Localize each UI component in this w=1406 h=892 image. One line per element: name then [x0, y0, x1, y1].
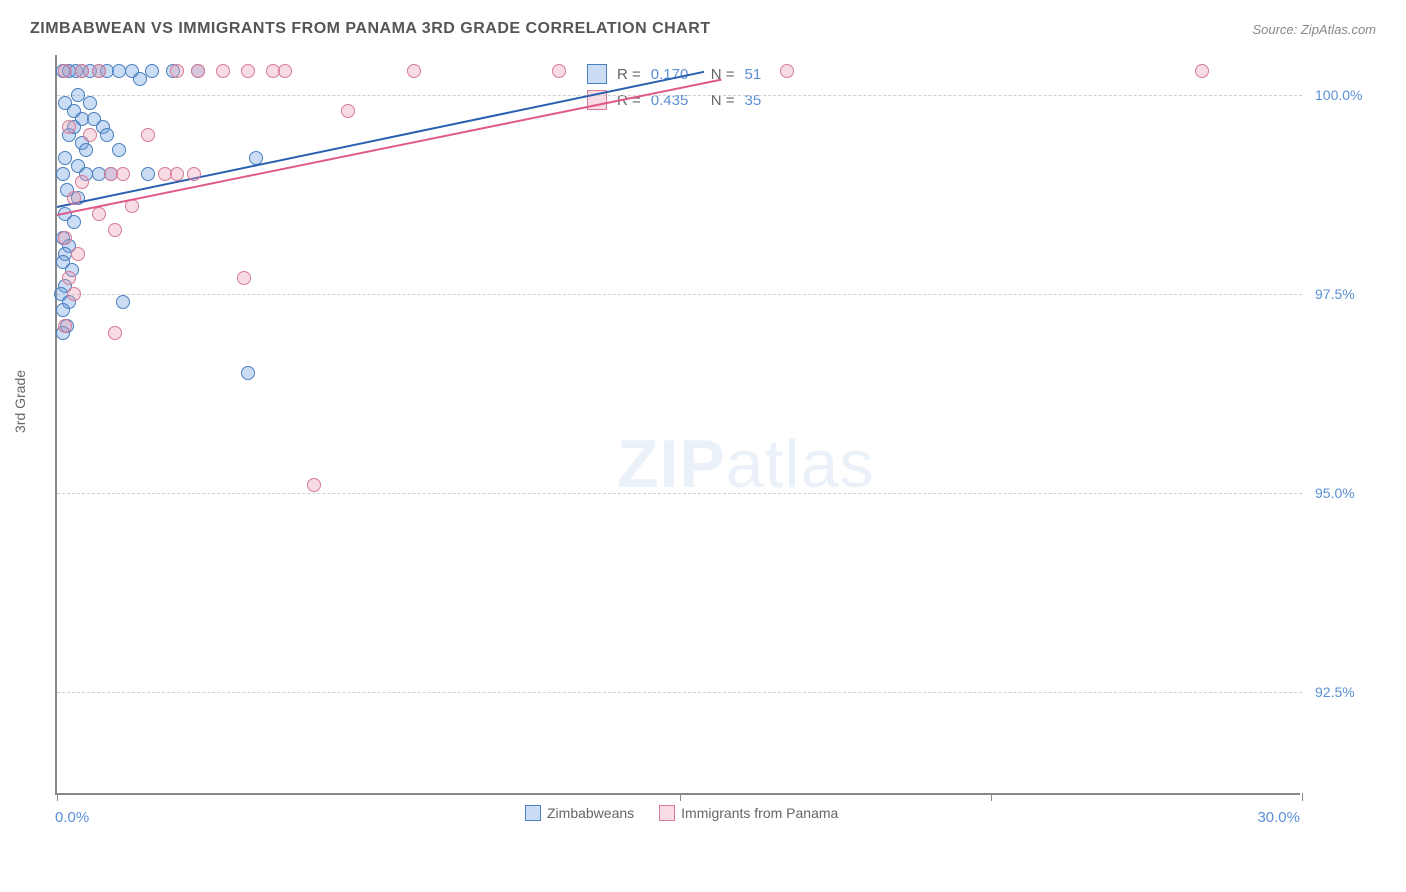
- scatter-point: [62, 120, 76, 134]
- scatter-point: [75, 175, 89, 189]
- chart-title: ZIMBABWEAN VS IMMIGRANTS FROM PANAMA 3RD…: [30, 20, 711, 38]
- scatter-point: [116, 167, 130, 181]
- scatter-point: [75, 64, 89, 78]
- chart-container: 3rd Grade ZIPatlas R =0.170N =51R =0.435…: [55, 55, 1375, 795]
- y-tick-label: 95.0%: [1315, 485, 1355, 501]
- scatter-point: [187, 167, 201, 181]
- scatter-point: [170, 64, 184, 78]
- x-tick: [1302, 793, 1303, 801]
- scatter-point: [341, 104, 355, 118]
- scatter-point: [1195, 64, 1209, 78]
- y-axis-title: 3rd Grade: [12, 370, 28, 433]
- scatter-point: [71, 247, 85, 261]
- scatter-point: [108, 223, 122, 237]
- scatter-point: [552, 64, 566, 78]
- y-tick-label: 100.0%: [1315, 87, 1362, 103]
- y-tick-label: 97.5%: [1315, 286, 1355, 302]
- trend-line: [57, 71, 705, 208]
- y-tick-label: 92.5%: [1315, 684, 1355, 700]
- scatter-point: [58, 231, 72, 245]
- x-min-label: 0.0%: [55, 809, 89, 826]
- scatter-point: [145, 64, 159, 78]
- scatter-point: [133, 72, 147, 86]
- scatter-point: [100, 128, 114, 142]
- gridline: [57, 692, 1302, 693]
- legend-item: Immigrants from Panama: [659, 805, 838, 821]
- scatter-point: [92, 207, 106, 221]
- legend-item: Zimbabweans: [525, 805, 634, 821]
- source-label: Source: ZipAtlas.com: [1252, 22, 1376, 37]
- scatter-point: [237, 271, 251, 285]
- scatter-point: [241, 64, 255, 78]
- x-tick: [991, 793, 992, 801]
- plot-area: ZIPatlas R =0.170N =51R =0.435N =35: [55, 55, 1300, 795]
- scatter-point: [141, 128, 155, 142]
- scatter-point: [407, 64, 421, 78]
- scatter-point: [191, 64, 205, 78]
- x-tick: [57, 793, 58, 801]
- scatter-point: [56, 303, 70, 317]
- scatter-point: [58, 319, 72, 333]
- scatter-point: [67, 191, 81, 205]
- stats-box: R =0.170N =51R =0.435N =35: [577, 61, 805, 113]
- gridline: [57, 294, 1302, 295]
- legend-swatch: [525, 805, 541, 821]
- legend-label: Zimbabweans: [547, 805, 634, 821]
- x-tick: [680, 793, 681, 801]
- scatter-point: [83, 128, 97, 142]
- scatter-point: [92, 64, 106, 78]
- watermark: ZIPatlas: [617, 425, 874, 503]
- scatter-point: [780, 64, 794, 78]
- scatter-point: [141, 167, 155, 181]
- gridline: [57, 95, 1302, 96]
- trend-line: [57, 79, 721, 216]
- scatter-point: [83, 96, 97, 110]
- scatter-point: [170, 167, 184, 181]
- scatter-point: [241, 366, 255, 380]
- legend-swatch: [659, 805, 675, 821]
- scatter-point: [307, 478, 321, 492]
- stats-swatch: [587, 64, 607, 84]
- scatter-point: [62, 271, 76, 285]
- scatter-point: [79, 143, 93, 157]
- scatter-point: [67, 287, 81, 301]
- scatter-point: [108, 326, 122, 340]
- x-max-label: 30.0%: [1257, 809, 1300, 826]
- scatter-point: [58, 64, 72, 78]
- scatter-point: [67, 215, 81, 229]
- scatter-point: [216, 64, 230, 78]
- legend-label: Immigrants from Panama: [681, 805, 838, 821]
- scatter-point: [112, 143, 126, 157]
- scatter-point: [278, 64, 292, 78]
- gridline: [57, 493, 1302, 494]
- legend: Zimbabweans Immigrants from Panama: [525, 805, 838, 821]
- scatter-point: [56, 167, 70, 181]
- scatter-point: [116, 295, 130, 309]
- stats-r-label: R =: [617, 66, 641, 83]
